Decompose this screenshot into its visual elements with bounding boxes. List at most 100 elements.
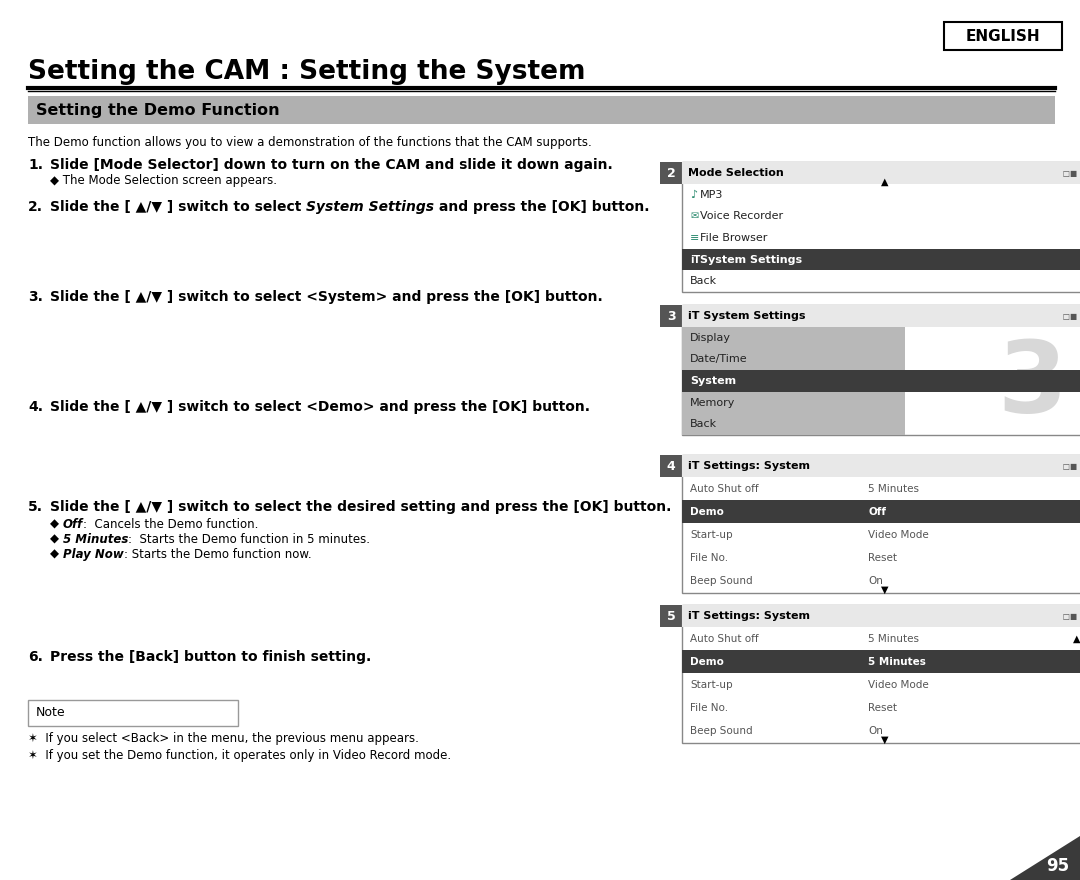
Bar	[681, 249, 1080, 270]
Text: : Starts the Demo function now.: : Starts the Demo function now.	[123, 548, 311, 561]
Text: Demo: Demo	[690, 656, 724, 667]
Text: :  Cancels the Demo function.: : Cancels the Demo function.	[83, 518, 258, 531]
Text: System Settings: System Settings	[307, 200, 434, 214]
Text: 5 Minutes: 5 Minutes	[868, 634, 919, 643]
Bar	[681, 500, 1080, 524]
Bar	[681, 414, 905, 435]
Text: Setting the Demo Function: Setting the Demo Function	[36, 102, 280, 118]
Bar	[944, 22, 1062, 50]
Text: Video Mode: Video Mode	[868, 530, 929, 540]
Bar	[660, 162, 681, 184]
Text: 5.: 5.	[28, 500, 43, 514]
Text: □■: □■	[1057, 461, 1077, 471]
Text: Memory: Memory	[690, 398, 735, 407]
Text: Note: Note	[36, 707, 66, 720]
Text: ✶  If you select <Back> in the menu, the previous menu appears.: ✶ If you select <Back> in the menu, the …	[28, 732, 419, 745]
Polygon shape	[1010, 836, 1080, 880]
Text: Slide the [ ▲/▼ ] switch to select: Slide the [ ▲/▼ ] switch to select	[50, 200, 306, 214]
Text: 5 Minutes: 5 Minutes	[868, 656, 927, 667]
Text: Slide the [ ▲/▼ ] switch to select <System> and press the [OK] button.: Slide the [ ▲/▼ ] switch to select <Syst…	[50, 290, 603, 304]
Text: iT Settings: System: iT Settings: System	[688, 611, 810, 621]
Bar	[681, 650, 1080, 673]
Text: ◆: ◆	[50, 518, 63, 531]
Text: :  Starts the Demo function in 5 minutes.: : Starts the Demo function in 5 minutes.	[129, 533, 370, 546]
Text: File Browser: File Browser	[700, 233, 768, 243]
Text: and press the [OK] button.: and press the [OK] button.	[434, 200, 650, 214]
Bar	[681, 305, 1080, 435]
Text: 1.: 1.	[28, 158, 43, 172]
Text: Slide the [ ▲/▼ ] switch to select the desired setting and press the [OK] button: Slide the [ ▲/▼ ] switch to select the d…	[50, 500, 672, 514]
Text: Off: Off	[63, 518, 83, 531]
Text: Reset: Reset	[868, 554, 897, 563]
Text: ◆ The Mode Selection screen appears.: ◆ The Mode Selection screen appears.	[50, 174, 276, 187]
Text: On: On	[868, 576, 883, 586]
Bar	[681, 392, 905, 414]
Bar	[660, 455, 681, 477]
Text: Off: Off	[868, 507, 887, 517]
Text: 5 Minutes: 5 Minutes	[63, 533, 129, 546]
Bar	[681, 455, 1080, 477]
Bar	[28, 700, 238, 726]
Text: Play Now: Play Now	[63, 548, 123, 561]
Text: File No.: File No.	[690, 703, 728, 713]
Text: ♪: ♪	[690, 190, 697, 200]
Text: Reset: Reset	[868, 703, 897, 713]
Text: ▲: ▲	[1074, 634, 1080, 643]
Text: The Demo function allows you to view a demonstration of the functions that the C: The Demo function allows you to view a d…	[28, 136, 592, 149]
Text: Slide the [ ▲/▼ ] switch to select <Demo> and press the [OK] button.: Slide the [ ▲/▼ ] switch to select <Demo…	[50, 400, 590, 414]
Text: 3: 3	[666, 310, 675, 322]
Text: ENGLISH: ENGLISH	[966, 28, 1040, 43]
Text: 2.: 2.	[28, 200, 43, 214]
Bar	[681, 305, 1080, 327]
Text: On: On	[868, 726, 883, 737]
Text: 2: 2	[666, 166, 675, 180]
Bar	[681, 162, 1080, 292]
Bar	[681, 370, 1080, 392]
Text: ≡: ≡	[690, 233, 700, 243]
Bar	[660, 305, 681, 327]
Text: □■: □■	[1057, 612, 1077, 620]
Bar	[681, 605, 1080, 627]
Text: Auto Shut off: Auto Shut off	[690, 634, 758, 643]
Bar	[681, 162, 1080, 184]
Text: Press the [Back] button to finish setting.: Press the [Back] button to finish settin…	[50, 650, 372, 664]
Text: Back: Back	[690, 419, 717, 429]
Text: Voice Recorder: Voice Recorder	[700, 211, 783, 222]
Text: ▼: ▼	[881, 735, 888, 745]
Text: Back: Back	[690, 276, 717, 286]
Text: Beep Sound: Beep Sound	[690, 576, 753, 586]
Text: Slide the [ ▲/▼ ] switch to select: Slide the [ ▲/▼ ] switch to select	[50, 200, 307, 214]
Text: □■: □■	[1057, 168, 1077, 178]
Bar	[28, 96, 1055, 124]
Text: Setting the CAM : Setting the System: Setting the CAM : Setting the System	[28, 59, 585, 85]
Text: □■: □■	[1057, 312, 1077, 320]
Text: 5: 5	[666, 610, 675, 622]
Text: Mode Selection: Mode Selection	[688, 168, 784, 178]
Text: Slide [Mode Selector] down to turn on the CAM and slide it down again.: Slide [Mode Selector] down to turn on th…	[50, 158, 612, 172]
Text: ✶  If you set the Demo function, it operates only in Video Record mode.: ✶ If you set the Demo function, it opera…	[28, 749, 451, 762]
Text: ◆: ◆	[50, 548, 63, 561]
Text: ▲: ▲	[881, 177, 888, 187]
Text: ▼: ▼	[881, 585, 888, 595]
Text: 95: 95	[1047, 857, 1069, 875]
Text: iT: iT	[690, 254, 700, 265]
Bar	[681, 605, 1080, 743]
Text: Beep Sound: Beep Sound	[690, 726, 753, 737]
Text: Auto Shut off: Auto Shut off	[690, 484, 758, 494]
Text: iT Settings: System: iT Settings: System	[688, 461, 810, 471]
Bar	[660, 605, 681, 627]
Text: System: System	[690, 376, 737, 386]
Text: Video Mode: Video Mode	[868, 680, 929, 690]
Text: Start-up: Start-up	[690, 680, 732, 690]
Text: 3.: 3.	[28, 290, 43, 304]
Text: 6.: 6.	[28, 650, 43, 664]
Text: 4.: 4.	[28, 400, 43, 414]
Text: File No.: File No.	[690, 554, 728, 563]
Text: Demo: Demo	[690, 507, 724, 517]
Bar	[681, 327, 905, 348]
Text: Date/Time: Date/Time	[690, 355, 747, 364]
Text: MP3: MP3	[700, 190, 724, 200]
Text: ✉: ✉	[690, 211, 698, 222]
Text: Display: Display	[690, 333, 731, 343]
Text: 3: 3	[997, 336, 1067, 434]
